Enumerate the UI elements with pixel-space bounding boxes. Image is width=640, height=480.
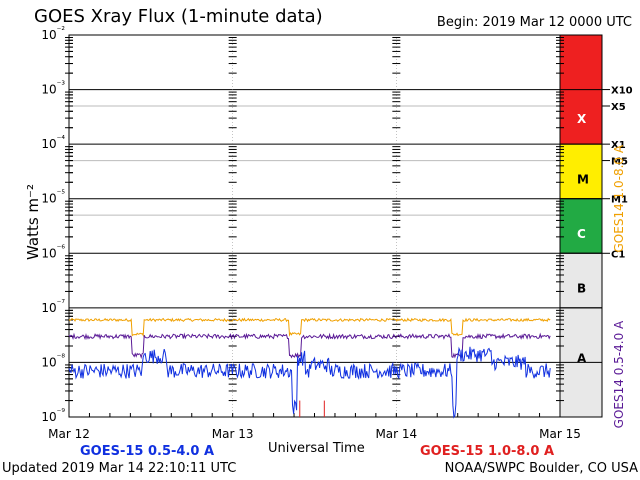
series-goes14-long: [68, 317, 551, 338]
class-band-m: [559, 143, 603, 200]
y-tick-label: 10⁻⁵: [41, 190, 65, 206]
series-goes15-short: [68, 346, 551, 419]
x-tick-label: Mar 14: [375, 427, 417, 441]
begin-time: Begin: 2019 Mar 12 0000 UTC: [436, 15, 632, 30]
y-tick-label: 10⁻⁴: [41, 135, 65, 151]
chart-title: GOES Xray Flux (1-minute data): [34, 6, 323, 27]
y-tick-label: 10⁻⁶: [41, 244, 65, 260]
class-band-label: A: [577, 351, 587, 365]
flare-class-label: M1: [611, 195, 628, 206]
y-tick-label: 10⁻⁷: [41, 299, 65, 315]
flare-class-label: X5: [611, 102, 626, 113]
x-axis-label: Universal Time: [268, 441, 365, 456]
class-band-b: [559, 252, 603, 309]
y-tick-label: 10⁻⁹: [41, 408, 65, 424]
flare-class-label: X10: [611, 86, 633, 97]
x-tick-label: Mar 15: [539, 427, 581, 441]
x-tick-label: Mar 12: [48, 427, 90, 441]
right-axis-label-goes14-long: GOES14 1.0-8.0 A: [612, 144, 626, 252]
class-band-label: B: [577, 282, 586, 296]
x-tick-label: Mar 13: [212, 427, 254, 441]
class-band-c: [559, 198, 603, 254]
right-axis-label-goes14-short: GOES14 0.5-4.0 A: [612, 320, 626, 428]
class-band-label: X: [577, 112, 587, 126]
credit: NOAA/SWPC Boulder, CO USA: [444, 461, 638, 476]
flare-class-label: X1: [611, 140, 626, 151]
y-tick-label: 10⁻⁸: [41, 353, 65, 369]
series-goes14-short: [68, 332, 551, 360]
class-band-label: C: [577, 227, 586, 241]
y-tick-label: 10⁻²: [41, 26, 65, 42]
legend-goes15-long: GOES-15 1.0-8.0 A: [420, 444, 555, 459]
y-tick-label: 10⁻³: [41, 81, 65, 97]
flare-class-label: C1: [611, 249, 625, 260]
updated-time: Updated 2019 Mar 14 22:10:11 UTC: [2, 461, 237, 476]
legend-goes15-short: GOES-15 0.5-4.0 A: [80, 444, 215, 459]
class-band-label: M: [577, 172, 589, 186]
flare-class-label: M5: [611, 157, 628, 168]
